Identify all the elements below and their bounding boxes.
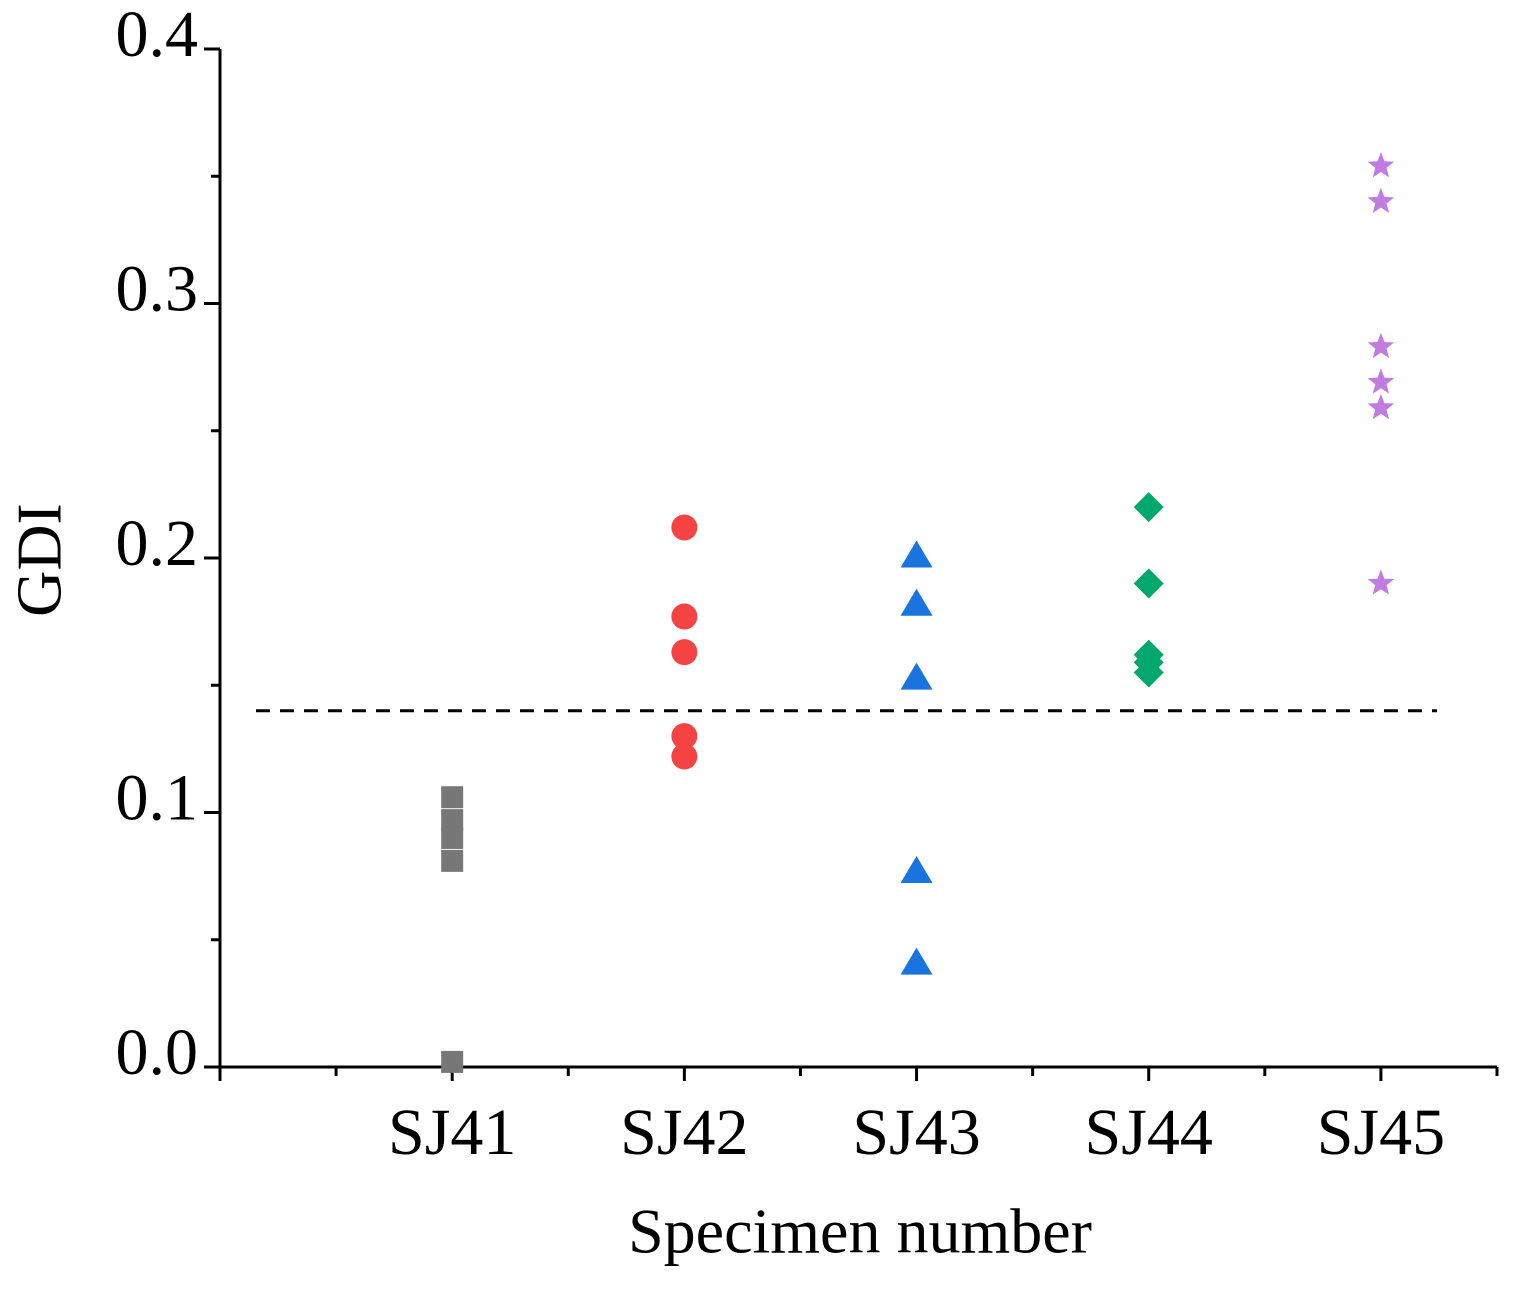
point — [1367, 393, 1395, 420]
x-tick-label: SJ43 — [852, 1096, 980, 1169]
point — [441, 809, 464, 832]
point — [441, 786, 464, 809]
point — [900, 662, 933, 690]
point — [1367, 187, 1395, 213]
y-tick-label: 0.0 — [116, 1016, 199, 1089]
point — [900, 947, 933, 975]
point — [1367, 332, 1395, 359]
point — [1367, 152, 1395, 178]
point — [900, 588, 933, 616]
point — [441, 1050, 464, 1073]
x-tick-label: SJ42 — [620, 1096, 748, 1169]
y-tick-label: 0.4 — [116, 0, 199, 71]
point — [900, 856, 933, 884]
point — [671, 723, 698, 750]
y-tick-label: 0.2 — [116, 507, 199, 580]
point — [1133, 492, 1164, 523]
point — [671, 639, 698, 666]
point — [671, 514, 698, 541]
point — [441, 826, 464, 849]
point — [1133, 568, 1164, 599]
point — [1367, 368, 1395, 394]
x-tick-label: SJ44 — [1085, 1096, 1213, 1169]
x-tick-label: SJ45 — [1317, 1096, 1445, 1169]
point — [671, 603, 698, 630]
point — [900, 540, 933, 568]
y-tick-label: 0.1 — [116, 762, 199, 835]
x-axis-title: Specimen number — [628, 1196, 1092, 1267]
point — [671, 743, 698, 770]
point — [1133, 657, 1164, 688]
y-tick-label: 0.3 — [116, 253, 199, 326]
x-tick-label: SJ41 — [388, 1096, 516, 1169]
point — [1367, 569, 1395, 595]
y-axis-title: GDI — [4, 503, 75, 617]
point — [441, 849, 464, 872]
